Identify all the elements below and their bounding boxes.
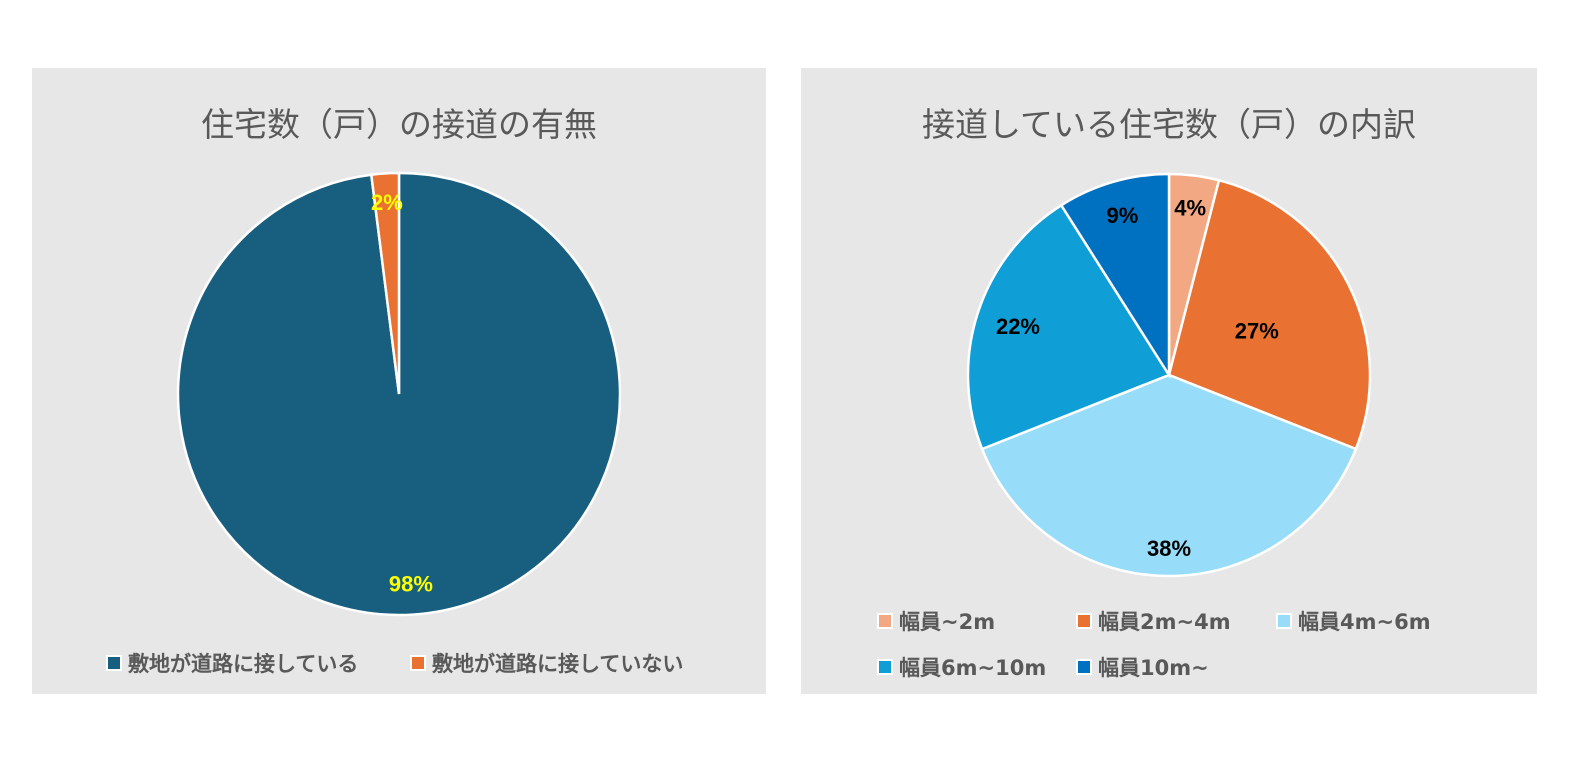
chart-panel-connection: 住宅数（戸）の接道の有無 98% 2% 敷地が道路に接している 敷地が道路に接して… [32, 68, 766, 694]
data-label: 22% [996, 314, 1040, 339]
pie-slice [966, 203, 1171, 451]
pie-slice [980, 373, 1358, 578]
data-label: 98% [389, 572, 433, 597]
legend-item: 幅員4m~6m [1276, 606, 1431, 636]
legend-swatch [106, 655, 122, 671]
legend-label: 幅員~2m [899, 610, 996, 634]
chart-title: 接道している住宅数（戸）の内訳 [921, 105, 1416, 144]
legend-swatch [410, 655, 426, 671]
pie-chart-breakdown: 4% 27% 38% 22% 9% [966, 172, 1372, 578]
data-label: 4% [1174, 195, 1206, 220]
legend-swatch [1276, 613, 1292, 629]
legend-label: 敷地が道路に接している [128, 652, 359, 676]
legend-item: 幅員~2m [877, 606, 995, 636]
legend-item: 幅員6m~10m [877, 652, 1046, 682]
legend-swatch [1076, 613, 1092, 629]
chart-title: 住宅数（戸）の接道の有無 [201, 105, 597, 144]
legend-swatch [877, 659, 893, 675]
data-label: 38% [1147, 536, 1191, 561]
data-label: 27% [1235, 318, 1279, 343]
legend-label: 幅員6m~10m [899, 656, 1047, 680]
legend-label: 幅員10m~ [1098, 656, 1209, 680]
legend-item: 敷地が道路に接している [106, 648, 358, 678]
legend-label: 幅員2m~4m [1098, 610, 1231, 634]
pie-slice [1167, 178, 1372, 451]
data-label: 9% [1107, 203, 1139, 228]
legend-swatch [877, 613, 893, 629]
chart-panel-breakdown: 接道している住宅数（戸）の内訳 4% 27% 38% 22% 9% 幅員~2m 幅員2m… [801, 68, 1537, 694]
legend-item: 幅員10m~ [1076, 652, 1209, 682]
pie-slice [1059, 172, 1171, 380]
data-label: 2% [371, 190, 403, 215]
pie-chart-connection: 98% 2% [176, 171, 622, 617]
legend-label: 敷地が道路に接していない [432, 652, 684, 676]
legend-swatch [1076, 659, 1092, 675]
pie-slice [369, 171, 401, 395]
legend-item: 敷地が道路に接していない [410, 648, 683, 678]
legend-label: 幅員4m~6m [1298, 610, 1431, 634]
legend-item: 幅員2m~4m [1076, 606, 1231, 636]
